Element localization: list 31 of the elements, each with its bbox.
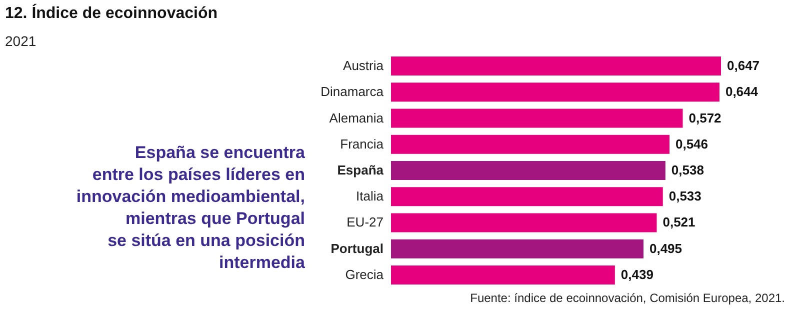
bar [391,56,721,76]
data-label: 0,495 [649,240,682,256]
bar [391,161,666,180]
data-label: 0,572 [688,110,722,126]
y-tick-label: España [337,162,384,178]
y-tick-label: Austria [343,58,384,74]
y-tick-label: Italia [356,188,384,204]
data-label: 0,521 [662,214,696,230]
y-tick-label: Francia [340,136,384,152]
data-label: 0,644 [725,84,759,100]
y-tick-label: Dinamarca [320,84,384,100]
bar [391,187,663,206]
text: España se encuentra entre los países líderes en innovación medioambiental, mientras que Portugal se sitúa en una posición intermedia [76,143,306,272]
data-label: 0,533 [668,188,702,204]
text: 12. Índice de ecoinnovación [5,3,218,22]
bar [391,239,644,258]
data-label: 0,647 [727,58,760,74]
data-label: 0,538 [671,162,704,178]
bar [391,265,615,284]
bar [391,213,657,232]
y-tick-label: Grecia [345,266,384,282]
data-label: 0,439 [620,266,654,282]
y-tick-label: EU-27 [346,214,384,230]
y-tick-label: Alemania [329,110,384,126]
bar [391,108,683,128]
bar [391,134,670,154]
source-note: Fuente: índice de ecoinnovación, Comisión Europea, 2021. [470,291,785,305]
text: 2021 [5,33,36,49]
data-label: 0,546 [675,136,708,152]
bar [391,82,720,102]
y-tick-label: Portugal [330,240,384,256]
